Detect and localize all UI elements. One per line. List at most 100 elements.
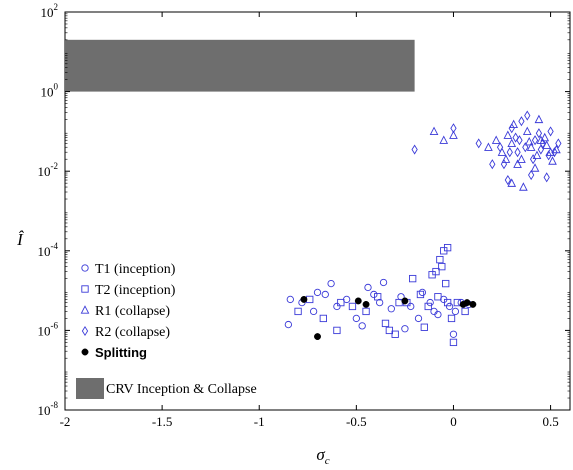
point-2-3 bbox=[526, 142, 536, 151]
point-2-6 bbox=[503, 130, 513, 139]
point-3-21 bbox=[450, 123, 457, 134]
y-tick-label-4: 100 bbox=[41, 82, 59, 100]
x-axis-title: σc bbox=[316, 445, 329, 467]
point-3-12 bbox=[508, 123, 515, 134]
point-3-4 bbox=[539, 138, 546, 149]
x-axis: -2 -1.5 -1 -0.5 0 0.5 bbox=[60, 12, 559, 429]
point-0-17 bbox=[451, 307, 460, 316]
point-3-22 bbox=[475, 138, 482, 149]
point-1-26 bbox=[381, 319, 390, 328]
point-0-9 bbox=[387, 305, 395, 313]
point-4-4 bbox=[401, 297, 409, 305]
point-0-24 bbox=[430, 307, 438, 316]
point-0-20 bbox=[286, 295, 294, 304]
point-1-25 bbox=[428, 271, 436, 279]
point-2-18 bbox=[524, 136, 534, 146]
point-0-3 bbox=[321, 290, 329, 299]
point-3-14 bbox=[518, 116, 525, 127]
x-tick-label-1: -1.5 bbox=[152, 414, 173, 429]
point-3-13 bbox=[528, 170, 535, 181]
point-1-10 bbox=[416, 290, 425, 299]
point-0-25 bbox=[449, 330, 458, 338]
point-3-16 bbox=[504, 174, 511, 186]
point-2-12 bbox=[491, 135, 501, 144]
point-0-27 bbox=[379, 278, 388, 287]
point-2-25 bbox=[534, 114, 544, 124]
point-0-26 bbox=[358, 322, 366, 330]
legend-region-swatch bbox=[76, 378, 104, 399]
point-2-22 bbox=[449, 130, 458, 139]
point-3-6 bbox=[500, 159, 508, 170]
point-2-20 bbox=[429, 126, 439, 136]
point-2-13 bbox=[519, 182, 528, 191]
point-1-0 bbox=[294, 307, 302, 316]
legend-marker-0 bbox=[81, 264, 89, 272]
x-tick-label-3: -0.5 bbox=[346, 414, 367, 429]
point-1-29 bbox=[434, 293, 442, 301]
y-axis: 10-8 10-6 10-4 10-2 100 102 bbox=[38, 2, 570, 418]
point-1-2 bbox=[319, 314, 327, 323]
point-2-23 bbox=[484, 142, 493, 151]
crv-region bbox=[65, 39, 415, 92]
point-2-9 bbox=[532, 150, 542, 160]
point-2-8 bbox=[522, 126, 532, 136]
point-0-12 bbox=[418, 288, 427, 297]
point-0-23 bbox=[401, 325, 409, 333]
point-4-2 bbox=[354, 297, 362, 305]
point-4-1 bbox=[314, 333, 321, 341]
point-3-23 bbox=[489, 159, 496, 170]
legend-label-0: T1 (inception) bbox=[95, 262, 176, 277]
point-0-16 bbox=[445, 302, 454, 311]
point-1-19 bbox=[461, 307, 469, 316]
point-3-24 bbox=[524, 110, 531, 121]
point-3-18 bbox=[514, 147, 521, 158]
point-2-16 bbox=[540, 132, 550, 142]
point-3-19 bbox=[531, 135, 539, 146]
x-tick-label-2: -1 bbox=[254, 414, 265, 429]
y-tick-label-0: 10-8 bbox=[38, 400, 59, 418]
point-1-27 bbox=[443, 243, 452, 252]
legend-label-2: R1 (collapse) bbox=[95, 304, 170, 319]
point-1-4 bbox=[348, 302, 357, 311]
point-3-5 bbox=[551, 147, 558, 158]
point-1-3 bbox=[337, 298, 345, 307]
y-tick-label-2: 10-4 bbox=[38, 241, 59, 259]
legend-label-3: R2 (collapse) bbox=[95, 325, 170, 340]
point-1-13 bbox=[436, 255, 444, 264]
point-4-7 bbox=[469, 300, 477, 308]
point-0-11 bbox=[407, 302, 415, 311]
y-tick-label-1: 10-6 bbox=[38, 320, 59, 338]
point-0-28 bbox=[414, 314, 423, 323]
legend-marker-2 bbox=[80, 305, 90, 314]
point-1-20 bbox=[333, 326, 341, 335]
point-0-6 bbox=[352, 314, 360, 323]
point-1-6 bbox=[374, 293, 382, 301]
point-0-4 bbox=[333, 302, 341, 311]
point-1-22 bbox=[420, 323, 428, 331]
x-axis-title-main: σ bbox=[316, 445, 325, 464]
point-0-8 bbox=[376, 298, 384, 307]
point-3-0 bbox=[496, 142, 504, 153]
x-axis-title-sub: c bbox=[325, 455, 330, 467]
point-1-21 bbox=[391, 330, 399, 338]
x-tick-label-4: 0 bbox=[450, 414, 457, 429]
point-3-11 bbox=[555, 138, 562, 149]
legend-marker-1 bbox=[81, 285, 89, 293]
legend-label-4: Splitting bbox=[95, 345, 147, 360]
region-layer bbox=[65, 39, 415, 92]
point-0-21 bbox=[327, 279, 335, 288]
point-1-16 bbox=[443, 298, 452, 307]
point-1-7 bbox=[385, 326, 394, 335]
point-3-25 bbox=[543, 172, 550, 183]
point-4-6 bbox=[463, 299, 471, 307]
point-4-3 bbox=[362, 300, 370, 308]
point-3-10 bbox=[545, 150, 552, 161]
points-layer bbox=[284, 110, 562, 347]
y-tick-label-5: 102 bbox=[41, 2, 59, 20]
point-2-19 bbox=[548, 156, 557, 165]
point-3-15 bbox=[537, 144, 544, 155]
point-0-10 bbox=[397, 293, 405, 301]
point-0-22 bbox=[370, 290, 378, 299]
legend-marker-3 bbox=[81, 325, 89, 337]
point-1-5 bbox=[362, 307, 370, 316]
